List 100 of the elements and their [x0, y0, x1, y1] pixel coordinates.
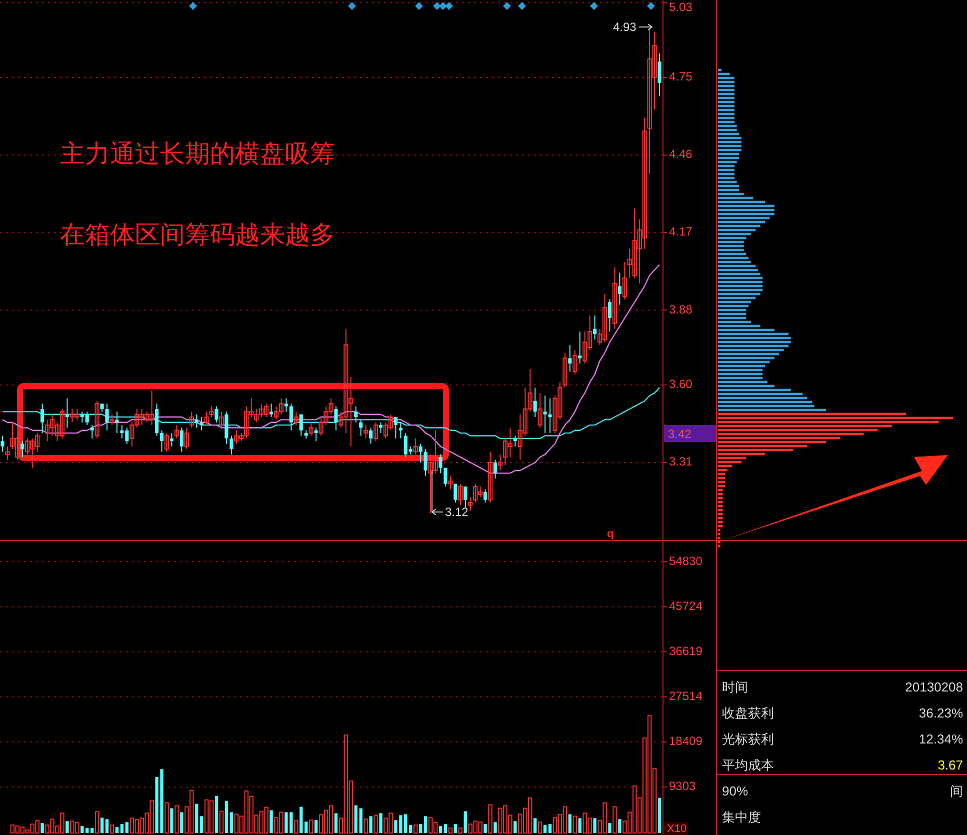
annotation: 3.12 — [445, 505, 469, 519]
candlestick — [219, 411, 224, 428]
candlestick — [493, 459, 498, 480]
bar — [612, 806, 617, 834]
candlestick — [468, 496, 473, 512]
bar — [214, 796, 218, 833]
candlestick — [464, 486, 468, 508]
candlestick — [314, 427, 318, 442]
candlestick — [568, 344, 572, 372]
y-tick-label: 3.88 — [669, 302, 693, 316]
bar — [458, 828, 463, 834]
candlestick — [548, 398, 552, 434]
candlestick — [394, 416, 398, 439]
candlestick — [578, 330, 582, 364]
candlestick — [448, 475, 453, 490]
bar — [618, 819, 622, 833]
y-tick-label: 36619 — [669, 644, 703, 658]
annotation: 4.93 — [613, 20, 637, 34]
candlestick — [378, 422, 383, 434]
line-series — [2, 264, 660, 474]
bar — [454, 824, 458, 833]
text: 光标获利 — [722, 731, 774, 746]
bar — [66, 821, 69, 833]
bar — [90, 828, 94, 833]
candlestick — [105, 403, 109, 431]
text: 收盘获利 — [722, 705, 774, 720]
bar — [180, 812, 184, 833]
y-tick-label: 27514 — [669, 689, 703, 703]
candlestick — [484, 488, 488, 504]
bar — [314, 820, 318, 833]
bar — [94, 811, 100, 834]
candlestick — [418, 443, 422, 463]
bar — [300, 806, 303, 833]
bar — [488, 804, 492, 834]
bar — [593, 818, 596, 833]
text: 20130208 — [905, 679, 963, 694]
y-tick-label: 3.31 — [669, 454, 693, 469]
text: 间 — [950, 783, 963, 798]
candlestick — [488, 451, 493, 504]
y-tick-label: 54830 — [669, 554, 703, 568]
text: 3.67 — [938, 757, 963, 772]
candlestick — [364, 424, 368, 439]
y-tick-label: 4.17 — [669, 224, 693, 239]
candlestick — [299, 414, 303, 436]
y-tick-label: 4.46 — [669, 147, 693, 162]
candlestick — [608, 298, 612, 332]
bar — [200, 816, 204, 833]
candlestick — [65, 398, 69, 428]
bar — [195, 804, 198, 833]
candlestick — [174, 424, 179, 439]
candlestick — [444, 467, 448, 488]
candlestick — [308, 422, 314, 436]
candlestick — [458, 483, 463, 506]
bar — [334, 813, 338, 833]
y-tick-label: 4.75 — [669, 70, 693, 84]
text: 90% — [722, 783, 748, 798]
candlestick — [230, 435, 234, 455]
bar — [533, 818, 537, 833]
text: 12.34% — [918, 731, 964, 746]
bar — [424, 816, 428, 833]
candlestick — [454, 483, 458, 504]
bar — [86, 828, 89, 833]
bar — [568, 814, 572, 833]
candlestick — [284, 398, 288, 412]
candlestick — [533, 387, 537, 418]
candlestick — [40, 403, 44, 434]
bar — [448, 828, 453, 834]
bar — [120, 824, 124, 833]
candlestick — [373, 422, 378, 442]
candlestick — [369, 427, 373, 444]
candlestick — [289, 403, 293, 431]
bar — [538, 822, 542, 834]
bar — [219, 810, 224, 834]
candlestick — [543, 395, 547, 434]
candlestick — [110, 414, 114, 426]
candlestick — [194, 414, 198, 428]
bar — [418, 824, 422, 833]
candlestick — [94, 400, 100, 439]
candlestick — [90, 424, 94, 439]
bar — [40, 823, 44, 833]
candlestick — [189, 411, 194, 428]
text: X10 — [667, 823, 687, 835]
candlestick — [438, 454, 442, 474]
bar — [578, 818, 582, 833]
candlestick — [572, 350, 578, 375]
bar — [658, 798, 662, 833]
candlestick — [398, 422, 402, 439]
candlestick — [180, 427, 184, 452]
text: 3.42 — [668, 427, 692, 441]
annotation: 主力通过长期的横盘吸筹 — [60, 140, 335, 168]
bar — [308, 820, 314, 834]
annotation: q — [607, 528, 614, 540]
bar — [174, 805, 179, 834]
candlestick — [359, 419, 363, 436]
candlestick — [184, 427, 189, 450]
bar — [414, 824, 418, 834]
bar — [170, 808, 174, 833]
candlestick — [593, 314, 597, 340]
text: 36.23% — [918, 705, 964, 720]
candlestick — [269, 403, 274, 418]
